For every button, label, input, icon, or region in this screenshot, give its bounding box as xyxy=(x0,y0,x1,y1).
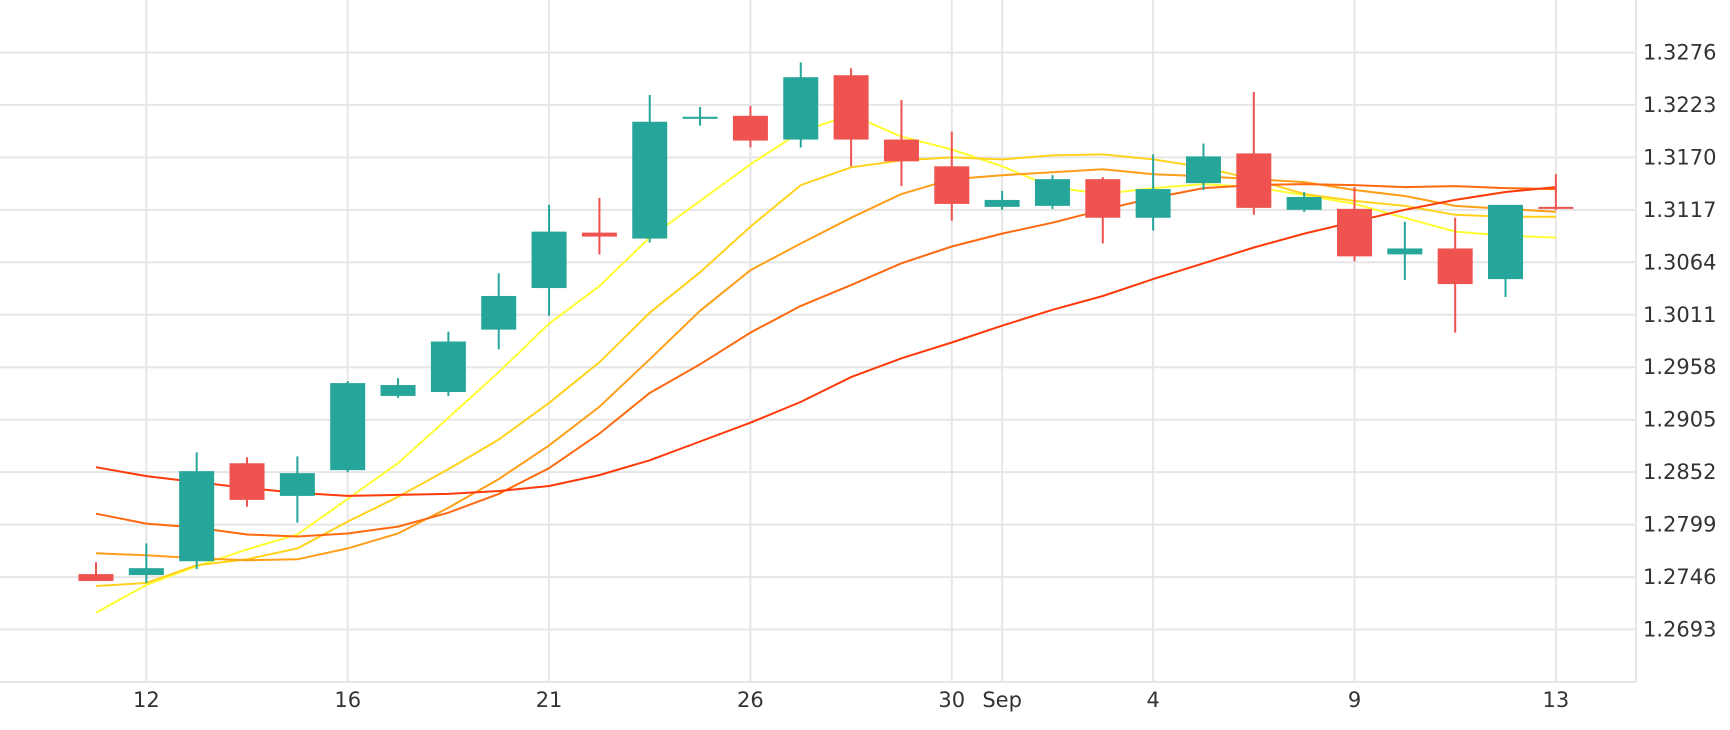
candle xyxy=(279,456,315,523)
candle-body xyxy=(1538,206,1574,209)
candle-body xyxy=(1437,248,1473,285)
candle-body xyxy=(531,231,567,289)
candle-body xyxy=(984,199,1020,207)
y-tick-label: 1.2852 xyxy=(1643,460,1716,484)
y-tick-label: 1.3064 xyxy=(1643,250,1716,274)
candle xyxy=(1185,143,1221,191)
candle-body xyxy=(1135,189,1171,218)
candles xyxy=(78,62,1574,584)
candle xyxy=(1085,177,1121,244)
candle-body xyxy=(783,77,819,140)
candle-body xyxy=(1488,204,1524,280)
x-tick-label: 16 xyxy=(334,688,361,712)
y-tick-label: 1.3223 xyxy=(1643,93,1716,117)
candle xyxy=(984,191,1020,210)
x-tick-label: 21 xyxy=(536,688,563,712)
candle-body xyxy=(1085,179,1121,218)
x-tick-label: 12 xyxy=(133,688,160,712)
y-axis-labels: 1.3276 1.3223 1.3170 1.3117 1.3064 1.3011 1.29… xyxy=(1643,40,1716,641)
candle-body xyxy=(833,75,869,140)
candle-body xyxy=(179,471,215,562)
candle xyxy=(481,273,517,350)
candle xyxy=(380,378,416,398)
candle-body xyxy=(732,115,768,141)
candle-body xyxy=(1337,208,1372,257)
candle xyxy=(78,562,114,582)
candle-body xyxy=(883,139,919,162)
candle xyxy=(732,105,768,148)
candle xyxy=(1538,174,1574,210)
candle xyxy=(128,543,164,584)
candle-body xyxy=(632,121,668,239)
candle-body xyxy=(229,463,265,500)
candle-body xyxy=(1286,196,1322,210)
x-tick-label: 26 xyxy=(737,688,764,712)
candle xyxy=(1034,175,1070,209)
moving-average-lines xyxy=(95,113,1556,614)
candle xyxy=(1337,187,1372,262)
candle-body xyxy=(380,385,416,396)
y-tick-label: 1.2958 xyxy=(1643,355,1716,379)
moving-average-line xyxy=(95,183,1556,538)
candle xyxy=(632,95,668,243)
x-axis-labels: 12 16 21 26 30 Sep 4 9 13 xyxy=(133,688,1569,712)
x-tick-label: 30 xyxy=(938,688,965,712)
candle-body xyxy=(481,295,517,330)
x-tick-label: Sep xyxy=(982,688,1022,712)
candle xyxy=(1135,154,1171,231)
candle-body xyxy=(581,232,617,237)
moving-average-line xyxy=(95,113,1556,614)
candle xyxy=(833,68,869,167)
moving-average-line xyxy=(95,186,1556,497)
candle xyxy=(330,381,366,473)
x-tick-label: 13 xyxy=(1542,688,1569,712)
y-tick-label: 1.2905 xyxy=(1643,408,1716,432)
y-tick-label: 1.3117 xyxy=(1643,198,1716,222)
candle xyxy=(883,99,919,187)
moving-average-line xyxy=(95,153,1556,587)
candle xyxy=(430,331,466,396)
y-tick-label: 1.2693 xyxy=(1643,618,1716,642)
candle-body xyxy=(682,116,718,119)
candle xyxy=(1437,217,1473,333)
y-tick-label: 1.2799 xyxy=(1643,513,1716,537)
moving-average-line xyxy=(95,168,1556,562)
candle xyxy=(229,457,265,507)
candle xyxy=(1286,192,1322,212)
candle xyxy=(179,452,215,570)
candle-body xyxy=(279,473,315,496)
candle xyxy=(1236,92,1272,215)
y-tick-label: 1.2746 xyxy=(1643,565,1716,589)
candle-body xyxy=(934,166,970,204)
candle-body xyxy=(1387,248,1423,255)
candle xyxy=(682,106,718,126)
candle xyxy=(581,197,617,255)
horizontal-gridlines xyxy=(0,0,1637,683)
candle-body xyxy=(330,383,366,471)
y-tick-label: 1.3170 xyxy=(1643,145,1716,169)
candle xyxy=(783,62,819,148)
candle xyxy=(531,204,567,316)
candle xyxy=(934,131,970,221)
candle xyxy=(1488,204,1524,297)
x-tick-label: 9 xyxy=(1348,688,1361,712)
candle-body xyxy=(430,341,466,392)
candle-body xyxy=(128,568,164,576)
candle-body xyxy=(1236,153,1272,208)
y-tick-label: 1.3276 xyxy=(1643,40,1716,64)
candle-body xyxy=(78,574,114,582)
candle-body xyxy=(1034,179,1070,206)
candle xyxy=(1387,221,1423,281)
y-tick-label: 1.3011 xyxy=(1643,303,1716,327)
x-tick-label: 4 xyxy=(1146,688,1159,712)
candle-body xyxy=(1185,156,1221,184)
